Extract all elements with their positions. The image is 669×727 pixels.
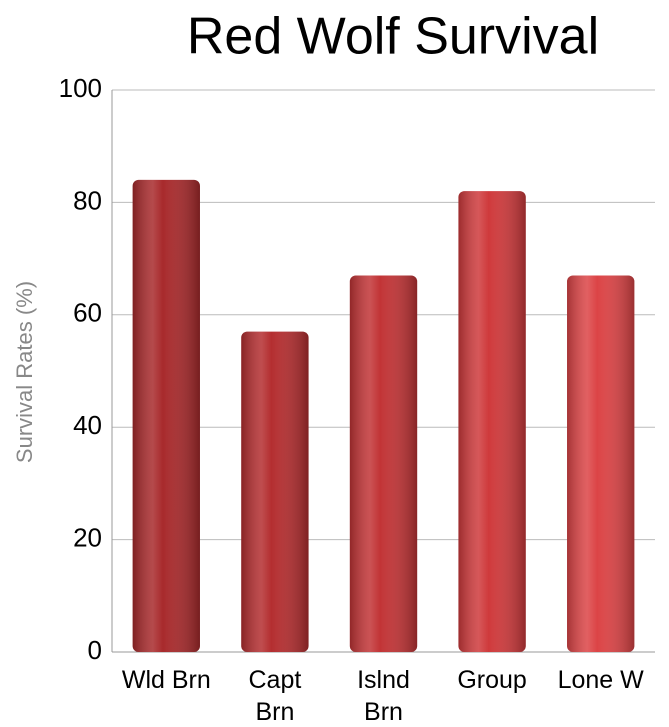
y-axis-label: Survival Rates (%) [12, 281, 37, 463]
x-tick-label: Islnd Brn [357, 666, 410, 726]
x-tick-label: Wld Brn [121, 666, 211, 694]
bar-shade [567, 275, 635, 652]
bar-shade [132, 179, 200, 653]
y-tick-label: 60 [73, 298, 102, 328]
bar-shade [349, 275, 418, 652]
bar-shade [458, 191, 526, 652]
bar-shade [241, 331, 309, 652]
chart-title: Red Wolf Survival [187, 8, 599, 66]
x-tick-label: Group [457, 666, 527, 694]
y-tick-label: 100 [59, 73, 102, 103]
y-tick-label: 20 [73, 522, 102, 552]
x-tick-label: Lone W [557, 666, 644, 694]
y-tick-label: 40 [73, 410, 102, 440]
y-tick-label: 0 [88, 635, 102, 665]
x-tick-label: Capt Brn [248, 666, 302, 726]
y-tick-label: 80 [73, 185, 102, 215]
